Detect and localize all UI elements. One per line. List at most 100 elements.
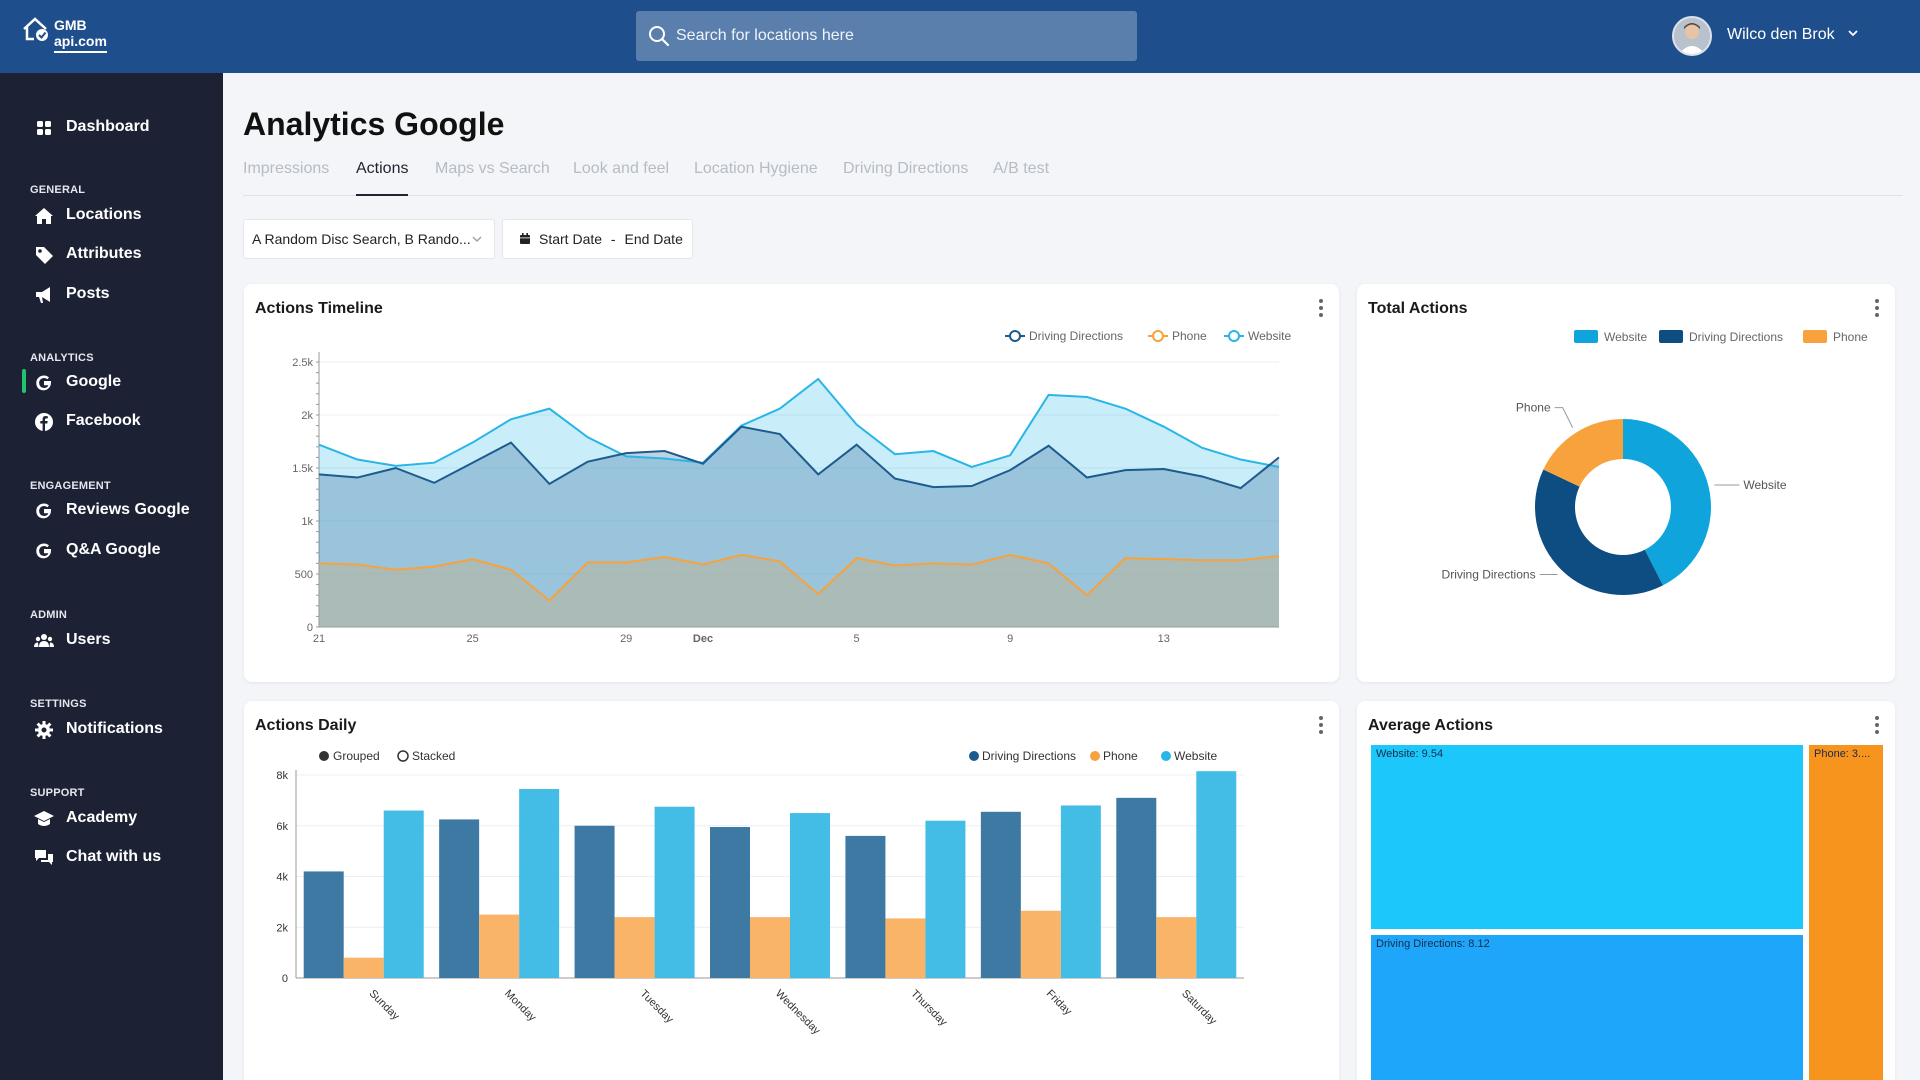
total-actions-chart: Website Driving Directions Phone Website Dri… xyxy=(1442,330,1868,595)
sidebar-item-label: Q&A Google xyxy=(66,541,161,558)
analytics-tabs: Impressions Actions Maps vs Search Look … xyxy=(243,160,1903,196)
x-tick-label: Monday xyxy=(502,988,539,1025)
x-tick-label: 29 xyxy=(620,633,632,645)
home-check-icon xyxy=(23,17,48,41)
x-tick-label: Wednesday xyxy=(773,988,823,1038)
search-input[interactable] xyxy=(676,11,1126,61)
sidebar-item-attributes[interactable]: Attributes xyxy=(30,239,220,269)
bar-website xyxy=(654,806,695,978)
y-tick-label: 0 xyxy=(282,973,288,985)
legend-swatch xyxy=(1803,330,1827,343)
y-tick-label: 2.5k xyxy=(292,357,313,369)
sidebar-item-locations[interactable]: Locations xyxy=(30,200,220,230)
avatar[interactable] xyxy=(1672,16,1712,56)
location-filter-select[interactable]: A Random Disc Search, B Rando... xyxy=(243,219,495,259)
facebook-icon xyxy=(35,413,53,431)
date-range-picker[interactable]: Start Date - End Date xyxy=(502,219,693,259)
x-tick-label: Tuesday xyxy=(637,988,675,1026)
x-tick-label: Friday xyxy=(1044,988,1074,1018)
donut-label: Website xyxy=(1743,478,1786,492)
bar-driving-directions xyxy=(980,811,1021,978)
sidebar-item-label: Academy xyxy=(66,809,138,826)
x-tick-label: 5 xyxy=(854,633,860,645)
location-search[interactable] xyxy=(636,11,1137,61)
sidebar-item-dashboard[interactable]: Dashboard xyxy=(30,112,220,142)
tab-maps-vs-search[interactable]: Maps vs Search xyxy=(435,160,550,177)
brand-logo[interactable]: GMB api.com xyxy=(22,14,142,58)
total-actions-card: Total Actions Website Driving Directions P… xyxy=(1357,284,1895,682)
users-icon xyxy=(34,634,54,647)
treemap-cell-label: Phone: 3.... xyxy=(1814,748,1871,760)
legend-marker xyxy=(1161,751,1171,761)
bar-website xyxy=(790,813,830,978)
chat-icon xyxy=(35,850,53,865)
kebab-icon[interactable] xyxy=(1872,296,1882,320)
legend-marker xyxy=(1009,330,1021,342)
kebab-icon[interactable] xyxy=(1316,713,1326,737)
tab-actions[interactable]: Actions xyxy=(356,160,409,196)
legend-label: Website xyxy=(1604,330,1647,344)
sidebar-item-label: Dashboard xyxy=(66,118,150,135)
bar-driving-directions xyxy=(845,835,886,978)
treemap-cell-website[interactable]: Website: 9.54 xyxy=(1371,745,1803,929)
sidebar-item-label: Facebook xyxy=(66,412,141,429)
sidebar-item-label: Notifications xyxy=(66,720,163,737)
treemap-cell-phone[interactable]: Phone: 3.... xyxy=(1809,745,1883,1080)
megaphone-icon xyxy=(36,287,50,303)
kebab-icon[interactable] xyxy=(1316,296,1326,320)
kebab-icon[interactable] xyxy=(1872,713,1882,737)
sidebar-item-label: Locations xyxy=(66,206,142,223)
tab-location-hygiene[interactable]: Location Hygiene xyxy=(694,160,818,177)
top-bar: GMB api.com Wilco den Brok xyxy=(0,0,1920,73)
x-tick-label: Sunday xyxy=(367,988,402,1023)
sidebar-item-posts[interactable]: Posts xyxy=(30,279,220,309)
sidebar-item-label: Users xyxy=(66,631,111,648)
date-range-text: Start Date - End Date xyxy=(539,231,683,247)
treemap-cell-label: Driving Directions: 8.12 xyxy=(1376,938,1490,950)
bar-phone xyxy=(1020,910,1061,978)
sidebar-item-users[interactable]: Users xyxy=(30,625,220,655)
bar-website xyxy=(925,820,966,978)
bar-website xyxy=(519,788,560,978)
section-admin: ADMIN xyxy=(30,609,68,621)
graduation-cap-icon xyxy=(34,811,54,826)
x-tick-label: Saturday xyxy=(1179,988,1219,1028)
sidebar-item-notifications[interactable]: Notifications xyxy=(30,714,220,744)
start-date-label: Start Date xyxy=(539,231,603,247)
user-photo-icon xyxy=(1674,18,1710,54)
card-title: Actions Timeline xyxy=(255,300,383,317)
sidebar-item-facebook[interactable]: Facebook xyxy=(30,406,220,436)
card-title: Average Actions xyxy=(1368,717,1494,734)
brand-line2: api.com xyxy=(54,33,107,53)
sidebar-item-chat[interactable]: Chat with us xyxy=(30,842,220,872)
donut-slice-driving-directions xyxy=(1535,469,1663,595)
tab-driving-directions[interactable]: Driving Directions xyxy=(843,160,969,177)
tab-ab-test[interactable]: A/B test xyxy=(993,160,1050,177)
sidebar-item-academy[interactable]: Academy xyxy=(30,803,220,833)
sidebar-item-qa-google[interactable]: Q&A Google xyxy=(30,535,220,565)
tab-look-and-feel[interactable]: Look and feel xyxy=(573,160,670,177)
gear-icon xyxy=(35,721,53,739)
legend-swatch xyxy=(1659,330,1683,343)
legend-label: Phone xyxy=(1833,330,1868,344)
tab-impressions[interactable]: Impressions xyxy=(243,160,330,177)
sidebar-item-label: Reviews Google xyxy=(66,501,190,518)
date-separator: - xyxy=(610,231,616,247)
y-tick-label: 2k xyxy=(276,922,288,934)
x-tick-label: 25 xyxy=(466,633,478,645)
y-tick-label: 500 xyxy=(295,569,313,581)
bar-website xyxy=(1060,805,1101,978)
location-filter-value: A Random Disc Search, B Rando... xyxy=(252,231,471,247)
bar-phone xyxy=(750,917,790,978)
sidebar-item-label: Posts xyxy=(66,285,110,302)
sidebar-item-label: Google xyxy=(66,373,122,390)
sidebar-item-reviews-google[interactable]: Reviews Google xyxy=(30,495,220,525)
treemap-cell-driving[interactable]: Driving Directions: 8.12 xyxy=(1371,935,1803,1080)
sidebar-item-google[interactable]: Google xyxy=(30,367,220,397)
section-settings: SETTINGS xyxy=(30,698,87,710)
user-menu[interactable]: Wilco den Brok xyxy=(1672,16,1902,56)
line-website xyxy=(318,377,1280,469)
grouped-radio xyxy=(319,751,329,761)
bar-website xyxy=(383,810,424,978)
chevron-down-icon[interactable] xyxy=(1846,26,1860,40)
